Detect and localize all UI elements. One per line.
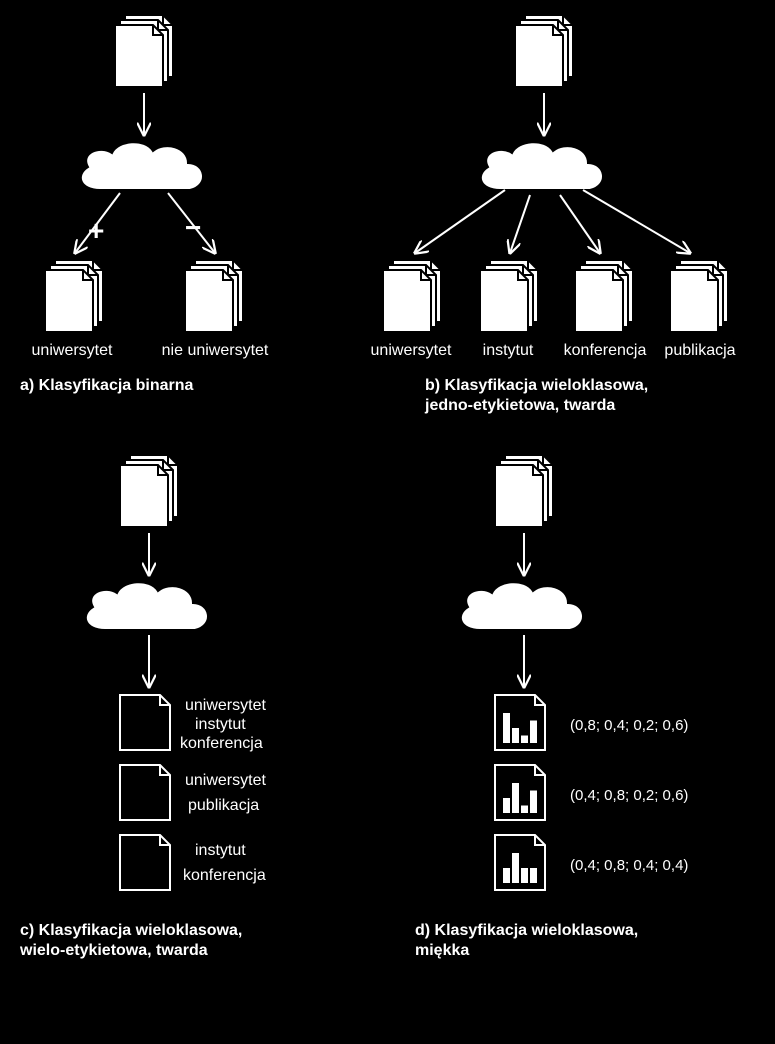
document-icon <box>495 765 545 820</box>
list-item: uniwersytet publikacja <box>120 765 266 820</box>
panel-caption: miękka <box>415 942 469 959</box>
cloud-icon <box>81 142 203 190</box>
arrow <box>510 195 530 253</box>
list-item: (0,4; 0,8; 0,4; 0,4) <box>495 835 688 890</box>
item-label: uniwersytet <box>185 697 266 714</box>
vector-label: (0,8; 0,4; 0,2; 0,6) <box>570 717 688 734</box>
item-label: instytut <box>195 842 246 859</box>
documents-icon <box>185 260 243 332</box>
documents-icon <box>45 260 103 332</box>
panel-d: (0,8; 0,4; 0,2; 0,6) (0,4; 0,8; 0,2; 0,6… <box>415 455 688 959</box>
panel-caption: b) Klasyfikacja wieloklasowa, <box>425 377 648 394</box>
item-label: instytut <box>195 716 246 733</box>
cloud-icon <box>481 142 603 190</box>
list-item: (0,8; 0,4; 0,2; 0,6) <box>495 695 688 750</box>
classification-diagram: + − uniwersytet nie uniwersytet a) Klasy… <box>0 0 775 1044</box>
panel-caption: c) Klasyfikacja wieloklasowa, <box>20 922 242 939</box>
output-label: instytut <box>483 342 534 359</box>
panel-caption: d) Klasyfikacja wieloklasowa, <box>415 922 638 939</box>
output-label: uniwersytet <box>371 342 452 359</box>
document-icon <box>120 765 170 820</box>
arrow <box>583 190 690 253</box>
output-label: konferencja <box>564 342 647 359</box>
panel-c: uniwersytet instytut konferencja uniwers… <box>19 455 266 959</box>
output-label: uniwersytet <box>32 342 113 359</box>
documents-icon <box>383 260 441 332</box>
plus-sign: + <box>88 215 104 246</box>
documents-icon <box>120 455 178 527</box>
vector-label: (0,4; 0,8; 0,2; 0,6) <box>570 787 688 804</box>
item-label: publikacja <box>188 797 259 814</box>
output-label: nie uniwersytet <box>162 342 269 359</box>
output-label: publikacja <box>664 342 735 359</box>
documents-icon <box>480 260 538 332</box>
item-label: uniwersytet <box>185 772 266 789</box>
documents-icon <box>515 15 573 87</box>
document-icon <box>120 695 170 750</box>
document-icon <box>495 695 545 750</box>
minus-sign: − <box>185 212 201 243</box>
item-label: konferencja <box>183 867 266 884</box>
document-icon <box>495 835 545 890</box>
arrow <box>415 190 505 253</box>
arrow <box>560 195 600 253</box>
cloud-icon <box>461 582 583 630</box>
documents-icon <box>495 455 553 527</box>
cloud-icon <box>86 582 208 630</box>
list-item: (0,4; 0,8; 0,2; 0,6) <box>495 765 688 820</box>
bar-chart-icon <box>503 853 537 883</box>
list-item: uniwersytet instytut konferencja <box>120 695 266 752</box>
panel-caption: wielo-etykietowa, twarda <box>19 942 208 959</box>
item-label: konferencja <box>180 735 263 752</box>
panel-caption: jedno-etykietowa, twarda <box>424 397 615 414</box>
list-item: instytut konferencja <box>120 835 266 890</box>
panel-a: + − uniwersytet nie uniwersytet a) Klasy… <box>20 15 269 394</box>
bar-chart-icon <box>503 783 537 813</box>
panel-b: uniwersytet instytut konferencja publika… <box>371 15 736 414</box>
document-icon <box>120 835 170 890</box>
documents-icon <box>575 260 633 332</box>
panel-caption: a) Klasyfikacja binarna <box>20 377 194 394</box>
documents-icon <box>115 15 173 87</box>
vector-label: (0,4; 0,8; 0,4; 0,4) <box>570 857 688 874</box>
documents-icon <box>670 260 728 332</box>
bar-chart-icon <box>503 713 537 743</box>
